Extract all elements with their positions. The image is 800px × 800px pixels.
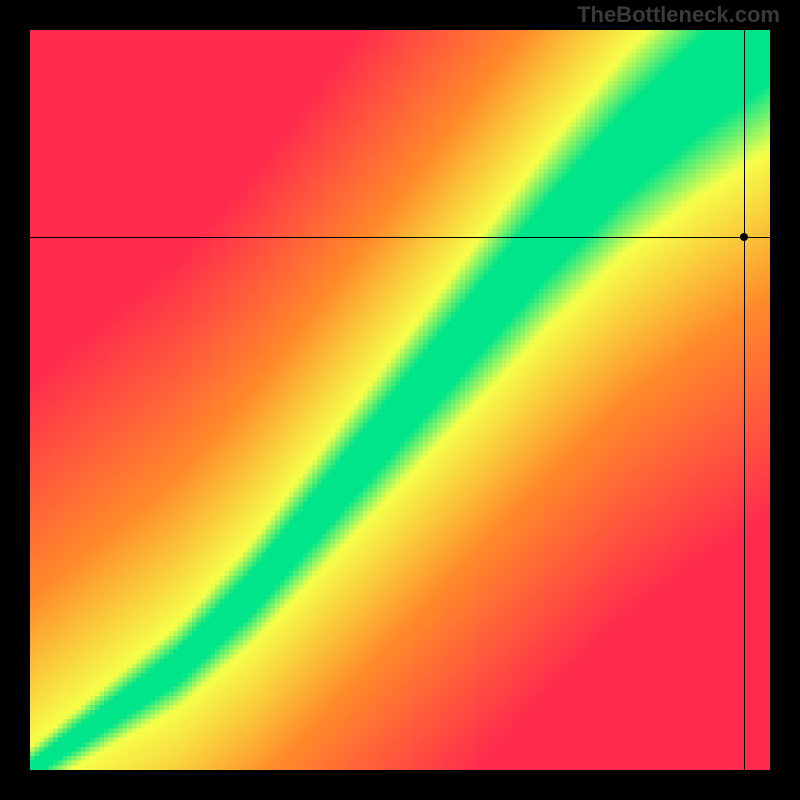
crosshair-horizontal (30, 237, 770, 238)
chart-container: TheBottleneck.com (0, 0, 800, 800)
heatmap-canvas (30, 30, 770, 770)
crosshair-vertical (744, 30, 745, 770)
plot-area (30, 30, 770, 770)
watermark-text: TheBottleneck.com (577, 2, 780, 28)
marker-dot (740, 233, 748, 241)
